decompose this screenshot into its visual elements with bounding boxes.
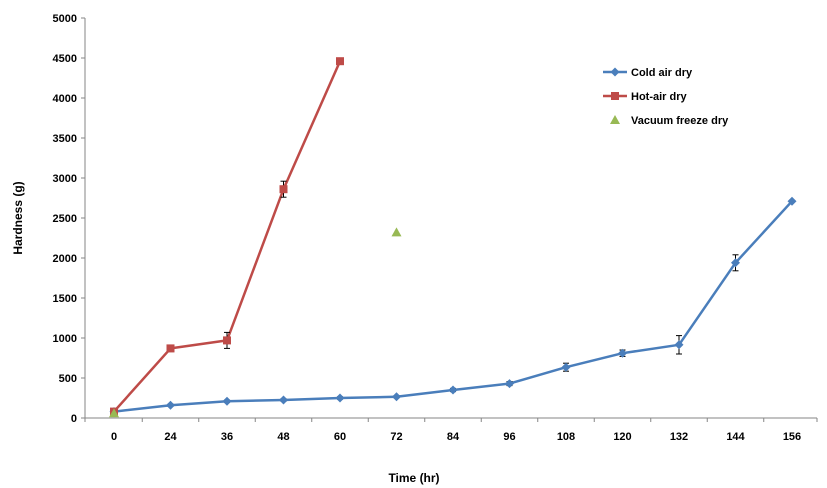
legend-item: Cold air dry xyxy=(603,67,693,79)
y-tick-label: 3000 xyxy=(53,173,77,185)
y-ticks: 0 500 1000 1500 2000 2500 3000 3500 4000 4500 5000 xyxy=(53,13,85,425)
data-point xyxy=(391,227,402,237)
data-point xyxy=(674,340,684,350)
x-tick-label: 24 xyxy=(164,431,177,443)
series-line-segment xyxy=(282,396,342,402)
x-axis-title: Time (hr) xyxy=(388,471,439,485)
y-tick-label: 4500 xyxy=(53,53,77,65)
y-tick-label: 1000 xyxy=(53,333,77,345)
data-point xyxy=(109,408,119,418)
legend-marker xyxy=(611,92,619,100)
series-line-segment xyxy=(338,395,398,400)
series-group xyxy=(110,57,344,416)
data-point xyxy=(223,336,231,345)
legend-label: Hot-air dry xyxy=(631,91,688,103)
data-point xyxy=(448,385,458,395)
series-group xyxy=(109,196,797,417)
series-line-segment xyxy=(508,365,568,385)
series-group xyxy=(109,227,402,418)
y-tick-label: 2500 xyxy=(53,213,77,225)
y-tick-label: 3500 xyxy=(53,133,77,145)
x-tick-label: 60 xyxy=(334,431,346,443)
series-line-segment xyxy=(395,388,455,399)
series-line-segment xyxy=(169,399,229,407)
series-line-segment xyxy=(225,398,285,403)
y-axis-title: Hardness (g) xyxy=(11,181,25,254)
series-line-segment xyxy=(112,403,172,413)
legend-item: Vacuum freeze dry xyxy=(610,115,729,127)
data-point xyxy=(335,393,345,403)
legend-marker xyxy=(610,67,620,77)
data-point xyxy=(787,196,797,206)
series-line-segment xyxy=(564,351,624,369)
legend-label: Cold air dry xyxy=(631,67,693,79)
data-point xyxy=(279,395,288,405)
data-point xyxy=(279,185,288,194)
x-tick-label: 120 xyxy=(613,431,631,443)
series-line-segment xyxy=(169,339,229,350)
x-tick-label: 108 xyxy=(557,431,575,443)
legend-marker xyxy=(610,115,620,124)
series-line-segment xyxy=(282,59,342,191)
data-point xyxy=(618,348,627,358)
data-point xyxy=(222,396,232,406)
x-ticks: 0 24 36 48 60 72 84 96 108 120 132 144 156 xyxy=(84,418,818,443)
series xyxy=(109,57,797,418)
series-line-segment xyxy=(734,199,794,265)
data-point xyxy=(336,57,344,66)
x-tick-label: 72 xyxy=(390,431,402,443)
series-line-segment xyxy=(451,382,511,392)
series-line-segment xyxy=(225,187,285,342)
axes xyxy=(84,18,817,419)
x-tick-label: 144 xyxy=(726,431,745,443)
data-point xyxy=(561,362,571,372)
data-point xyxy=(166,344,175,353)
legend-label: Vacuum freeze dry xyxy=(631,115,729,127)
data-point xyxy=(505,379,514,389)
x-tick-label: 36 xyxy=(221,431,233,443)
data-point xyxy=(166,400,175,410)
y-tick-label: 5000 xyxy=(53,13,77,25)
y-tick-label: 0 xyxy=(71,413,77,425)
x-tick-label: 84 xyxy=(447,431,460,443)
x-tick-label: 48 xyxy=(277,431,289,443)
series-line-segment xyxy=(112,347,172,413)
x-tick-label: 96 xyxy=(503,431,515,443)
legend-item: Hot-air dry xyxy=(603,91,688,103)
legend: Cold air dry Hot-air dry Vacuum freeze dry xyxy=(603,67,729,127)
x-tick-label: 132 xyxy=(670,431,688,443)
x-tick-label: 156 xyxy=(783,431,801,443)
y-tick-label: 500 xyxy=(59,373,77,385)
data-point xyxy=(392,392,401,402)
x-tick-label: 0 xyxy=(111,431,117,443)
data-point xyxy=(731,258,740,268)
y-tick-label: 1500 xyxy=(53,293,77,305)
series-line-segment xyxy=(677,261,737,347)
y-tick-label: 4000 xyxy=(53,93,77,105)
y-tick-label: 2000 xyxy=(53,253,77,265)
series-line-segment xyxy=(621,343,681,355)
